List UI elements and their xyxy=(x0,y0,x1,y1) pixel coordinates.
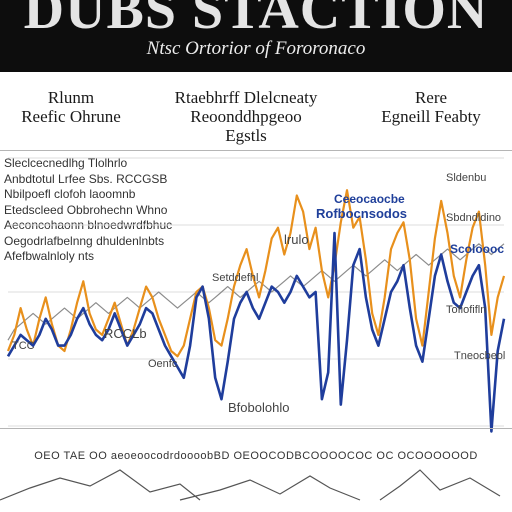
column-heading-left: Rlunm Reefic Ohrune xyxy=(6,88,136,126)
series-line-blue xyxy=(6,231,506,433)
column-heading-line: Rtaebhrff Dlelcneaty xyxy=(174,88,318,107)
chart-annotation: Tofiofifln xyxy=(446,304,487,316)
chart-series xyxy=(6,189,506,433)
chart-annotation-blue: Ceeocaocbe xyxy=(334,192,405,206)
decorative-squiggle xyxy=(379,469,501,501)
page-title: DUBS STACTION xyxy=(23,0,489,41)
chart-annotation: TCC xyxy=(12,340,35,352)
divider-top xyxy=(0,150,512,151)
column-heading-line: Reoonddhpgeoo xyxy=(190,107,302,126)
note-line: Anbdtotul Lrfee Sbs. RCCGSB xyxy=(4,171,168,186)
chart-annotation: Sldenbu xyxy=(446,172,487,184)
chart-annotation-blue: Rofbocnsodos xyxy=(316,206,407,221)
page-subtitle: Ntsc Ortorior of Fororonaco xyxy=(146,38,366,59)
note-line: Sleclcecnedlhg Tlolhrlo xyxy=(4,156,128,170)
decorative-squiggle xyxy=(0,469,201,501)
bottom-squiggle-area xyxy=(0,469,501,501)
chart-annotation: lrulo xyxy=(284,232,309,247)
column-heading-line: Rlunm xyxy=(47,88,95,107)
notes-block: Sleclcecnedlhg Tlolhrlo Anbdtotul Lrfee … xyxy=(4,156,204,265)
series-line-orange xyxy=(6,189,506,358)
chart-annotation-blue: Scoloooc xyxy=(450,242,505,256)
chart-annotation: Bfobolohlo xyxy=(228,400,290,415)
chart-annotation: Setddefhl xyxy=(212,272,259,284)
column-heading-line: Egneill Feabty xyxy=(381,107,481,126)
chart-annotation: Tneocbeol xyxy=(454,350,506,362)
note-line: Afefbwalnloly nts xyxy=(4,249,95,263)
column-heading-line: Reefic Ohrune xyxy=(21,107,121,126)
column-heading-line: Egstls xyxy=(225,126,267,145)
footer-caption: OEO TAE OO aeoeoocodrdoooobBD OEOOCODBCO… xyxy=(34,450,478,462)
column-heading-right: Rere Egneill Feabty xyxy=(356,88,506,126)
note-line: Nbilpoefl clofoh laoomnb xyxy=(4,187,136,201)
note-line: Etedscleed Obbrohechn Whno xyxy=(4,202,168,217)
divider-bottom xyxy=(0,428,512,429)
chart-annotation: RCCLb xyxy=(104,326,147,341)
chart-annotation: Sbdndldino xyxy=(446,212,502,224)
decorative-squiggle xyxy=(179,475,361,501)
column-heading-center: Rtaebhrff Dlelcneaty Reoonddhpgeoo Egstl… xyxy=(146,88,346,145)
chart-annotation: Oenfc xyxy=(148,358,178,370)
chart-grid xyxy=(8,157,504,427)
column-heading-line: Rere xyxy=(414,88,448,107)
note-line: Oegodrlafbelnng dhuldenlnbts xyxy=(4,233,165,248)
header-banner: DUBS STACTION Ntsc Ortorior of Fororonac… xyxy=(0,0,512,72)
